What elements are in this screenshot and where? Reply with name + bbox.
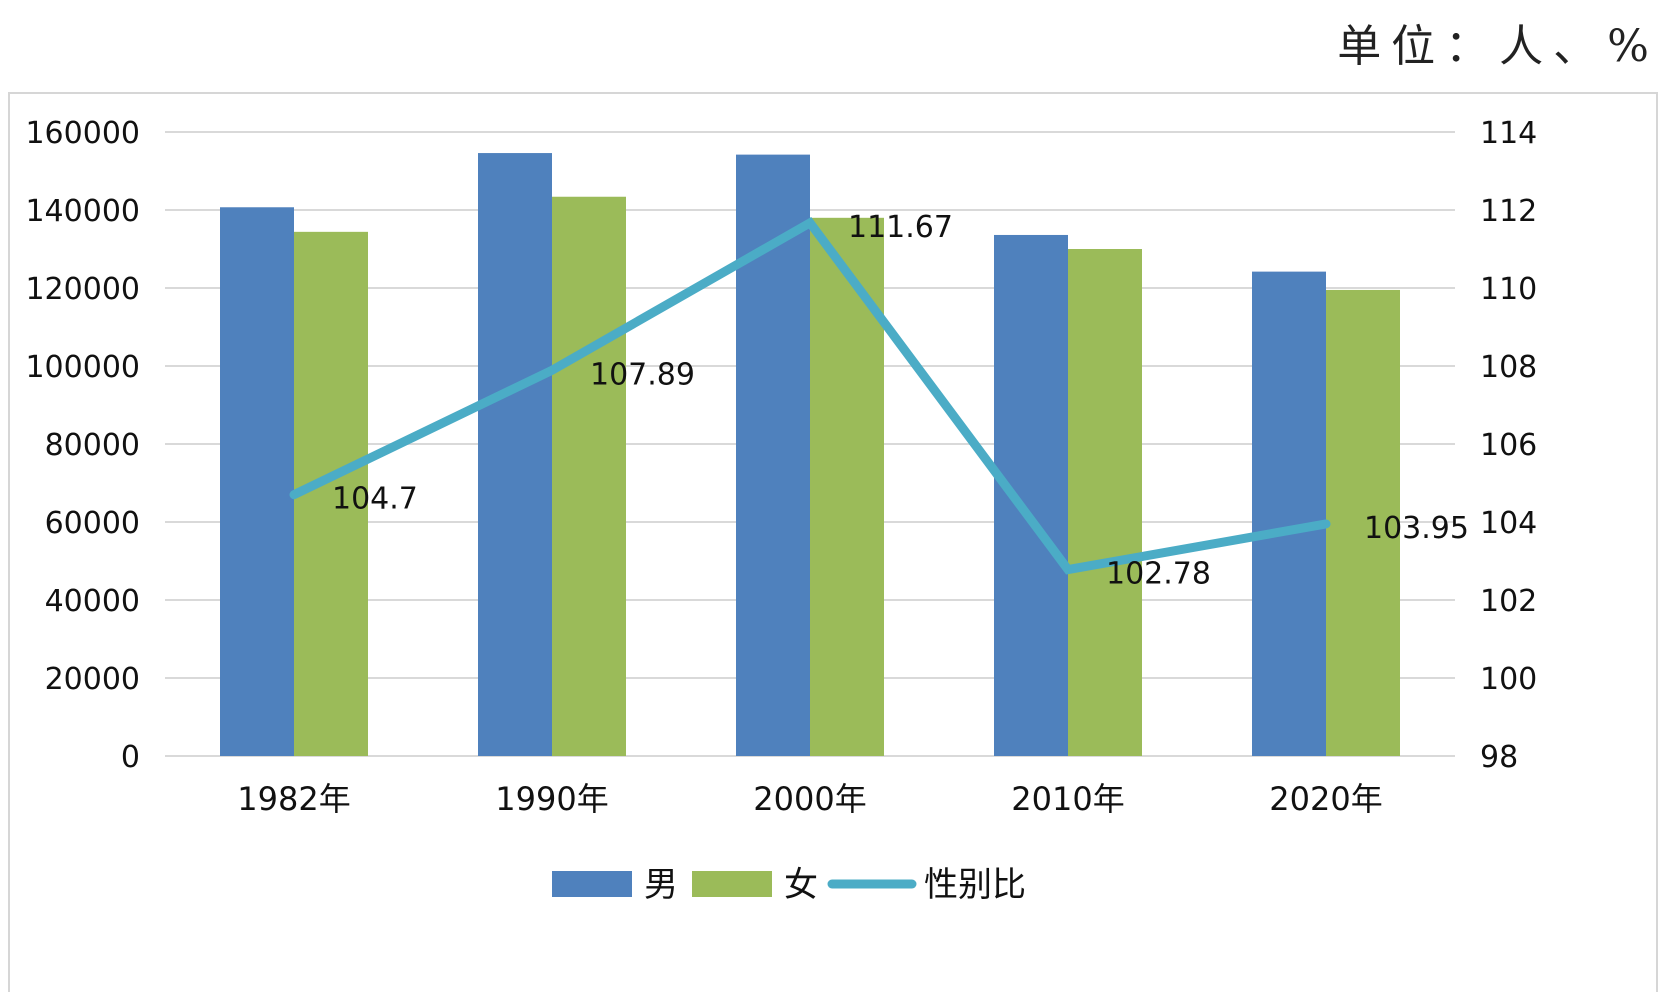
- bar-male: [220, 207, 294, 756]
- left-tick-label: 140000: [25, 194, 140, 229]
- right-tick-label: 100: [1480, 662, 1537, 697]
- sex-ratio-point: [809, 221, 811, 224]
- bar-female: [1326, 289, 1400, 756]
- left-tick-label: 60000: [45, 506, 140, 541]
- legend-swatch: [692, 871, 772, 897]
- legend-label: 女: [784, 865, 818, 905]
- right-tick-label: 102: [1480, 584, 1537, 619]
- sex-ratio-line: 104.7 107.89 111.67 102.78 103.95: [289, 210, 1469, 592]
- bar-female: [294, 231, 368, 757]
- left-tick-label: 80000: [45, 428, 140, 463]
- x-tick-label: 1982年: [237, 780, 350, 818]
- right-axis: 98 100 102 104 106 108 110 112 114: [1480, 116, 1537, 775]
- bar-female: [1068, 249, 1142, 756]
- right-tick-label: 112: [1480, 194, 1537, 229]
- data-label: 104.7: [332, 482, 418, 517]
- x-tick-label: 2010年: [1011, 780, 1124, 818]
- chart-frame: [8, 92, 1658, 992]
- legend-label: 性别比: [924, 865, 1026, 905]
- x-tick-label: 2000年: [753, 780, 866, 818]
- sex-ratio-point: [1067, 568, 1069, 571]
- left-tick-label: 160000: [25, 116, 140, 151]
- bars: [220, 153, 1400, 757]
- legend: 男 女 性别比: [552, 865, 1026, 905]
- bar-male: [478, 153, 552, 756]
- right-tick-label: 98: [1480, 740, 1518, 775]
- sex-ratio-point: [551, 369, 553, 372]
- left-tick-label: 20000: [45, 662, 140, 697]
- right-tick-label: 110: [1480, 272, 1537, 307]
- left-tick-label: 120000: [25, 272, 140, 307]
- right-tick-label: 108: [1480, 350, 1537, 385]
- left-axis: 0 20000 40000 60000 80000 100000 120000 140000 1…: [25, 116, 140, 775]
- bar-male: [994, 234, 1068, 756]
- data-label: 107.89: [590, 357, 695, 392]
- right-tick-label: 106: [1480, 428, 1537, 463]
- unit-label: 单位：人、%: [1337, 21, 1659, 72]
- legend-label: 男: [644, 865, 678, 905]
- data-label: 102.78: [1106, 557, 1211, 592]
- sex-ratio-point: [293, 493, 295, 496]
- x-tick-label: 2020年: [1269, 780, 1382, 818]
- left-tick-label: 100000: [25, 350, 140, 385]
- right-tick-label: 114: [1480, 116, 1537, 151]
- left-tick-label: 40000: [45, 584, 140, 619]
- right-tick-label: 104: [1480, 506, 1537, 541]
- left-tick-label: 0: [121, 740, 140, 775]
- sex-ratio-point: [1325, 522, 1327, 525]
- legend-swatch: [552, 871, 632, 897]
- bar-female: [552, 196, 626, 757]
- data-label: 111.67: [848, 210, 953, 245]
- data-label: 103.95: [1364, 511, 1469, 546]
- x-tick-label: 1990年: [495, 780, 608, 818]
- bar-female: [810, 217, 884, 757]
- bar-male: [1252, 271, 1326, 756]
- x-axis: 1982年 1990年 2000年 2010年 2020年: [237, 780, 1382, 818]
